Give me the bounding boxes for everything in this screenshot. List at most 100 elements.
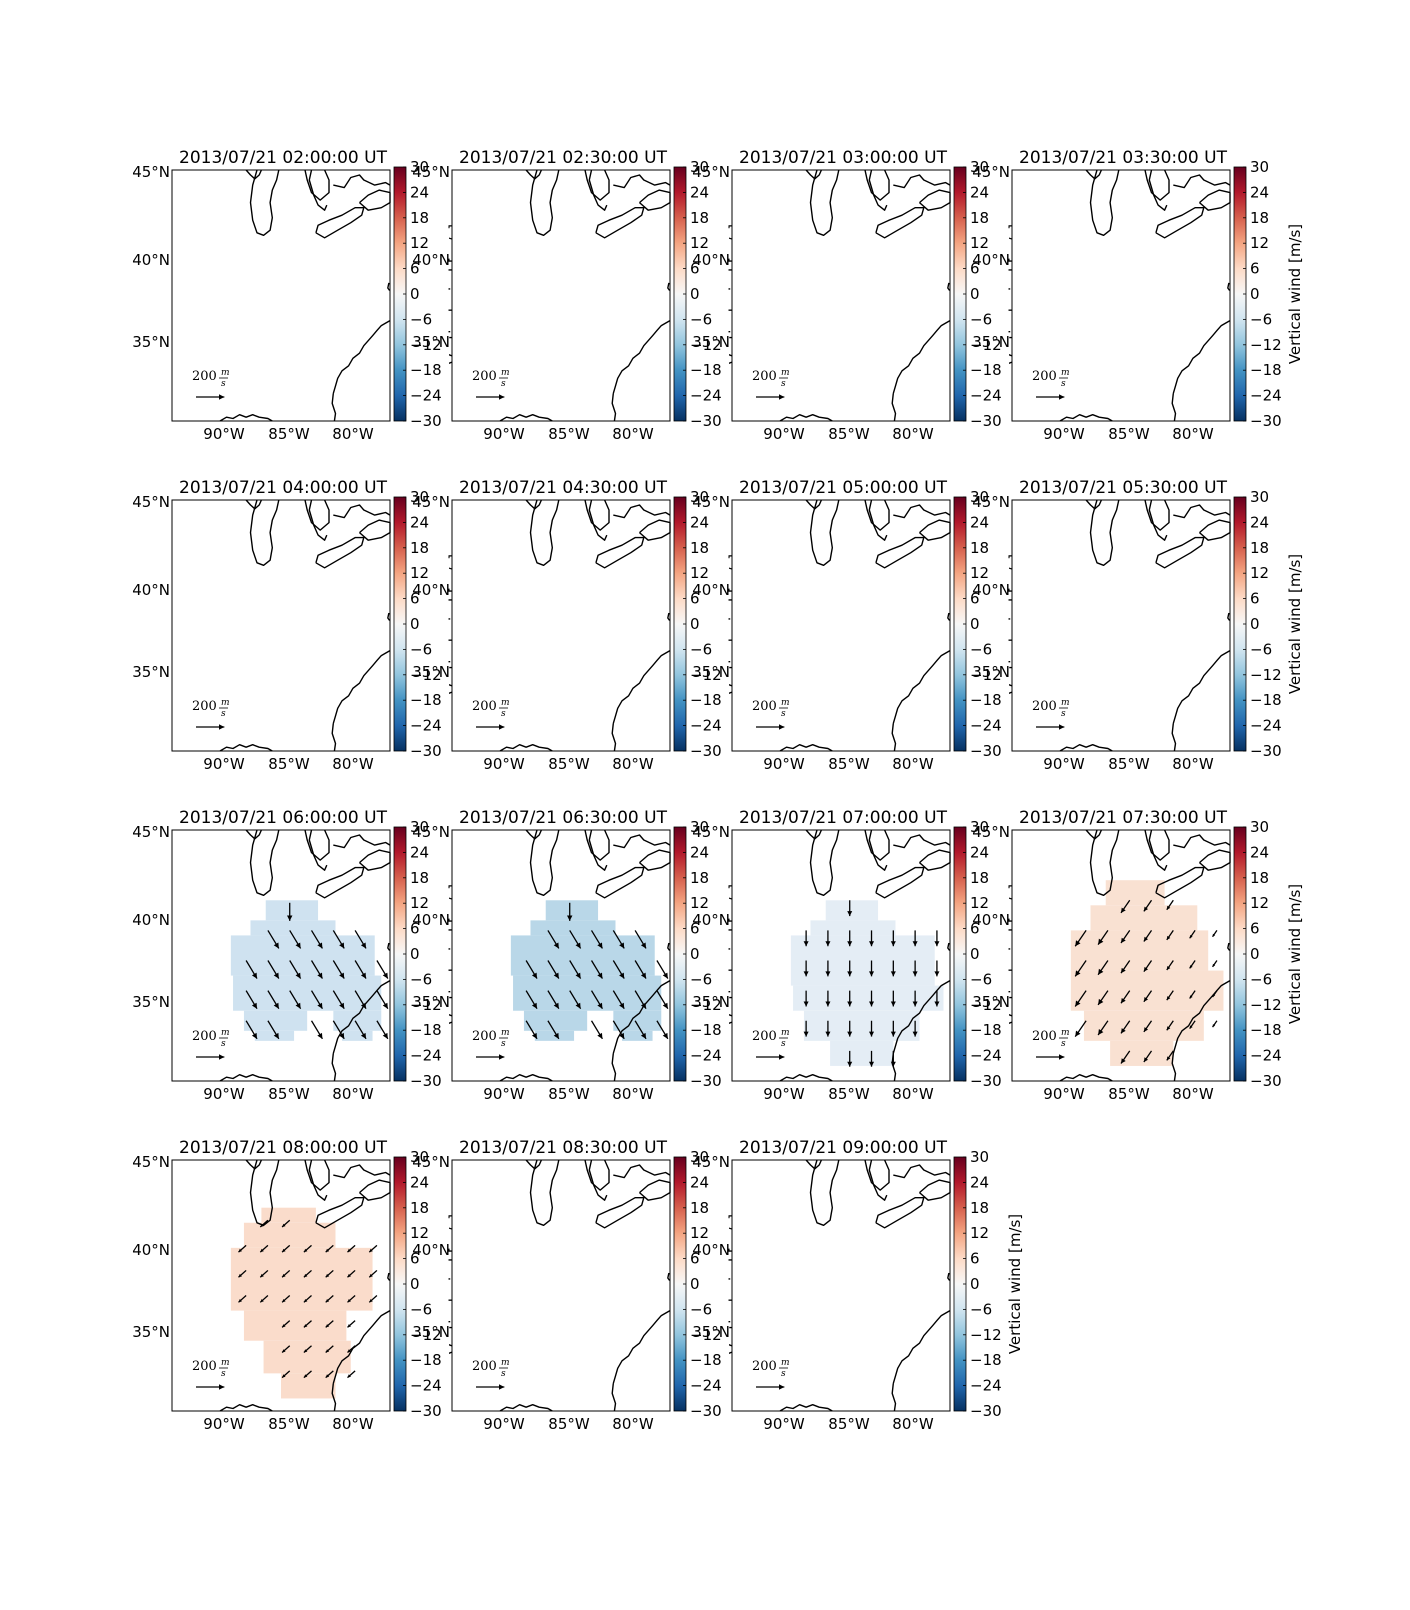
- quiver-key-value: 200: [752, 369, 777, 384]
- colorbar-tick-label: 6: [1250, 260, 1260, 278]
- wind-field: [230, 1207, 378, 1399]
- coastline: [529, 499, 560, 566]
- colorbar: 30 24 18 12 6 0 −6 −12 −18 −24 −30 Vertical wind [m…: [1233, 158, 1304, 430]
- colorbar-tick-label: 0: [690, 615, 700, 633]
- wind-vector: [912, 990, 918, 1007]
- wind-vector: [376, 960, 389, 979]
- coastline: [891, 723, 897, 752]
- wind-vector: [303, 1269, 312, 1278]
- coastline: [584, 499, 610, 531]
- wind-vector: [1120, 1020, 1131, 1034]
- lon-tick-label: 90°W: [763, 1085, 805, 1103]
- colorbar-tick-label: −18: [970, 691, 1002, 709]
- lon-tick-label: 90°W: [763, 755, 805, 773]
- quiver-key-unit-den: s: [501, 1039, 506, 1049]
- wind-vector: [245, 990, 258, 1010]
- map-panel: 2013/07/21 03:30:00 UT 200 ms 45°N 40°N 35°N 9…: [972, 148, 1304, 443]
- quiver-key-arrow: [476, 1054, 505, 1060]
- colorbar-tick-label: −24: [970, 717, 1002, 735]
- coastline: [611, 723, 617, 752]
- lon-tick-label: 80°W: [1172, 425, 1214, 443]
- wind-vector: [1074, 960, 1087, 977]
- colorbar-tick-label: 6: [410, 260, 420, 278]
- lon-tick-label: 85°W: [1108, 755, 1150, 773]
- coastline: [315, 866, 365, 899]
- wind-vector: [590, 1020, 603, 1040]
- coastline: [1148, 169, 1168, 211]
- wind-vector: [289, 960, 302, 979]
- colorbar-tick-label: −6: [690, 970, 712, 988]
- lon-tick-label: 80°W: [612, 755, 654, 773]
- coastline: [304, 1159, 330, 1191]
- coastline: [947, 612, 951, 621]
- wind-vector: [934, 960, 940, 977]
- map-frame: [731, 829, 951, 1082]
- lat-tick-label: 45°N: [692, 823, 730, 841]
- coastline: [947, 1272, 951, 1281]
- colorbar-tick-label: −12: [410, 1326, 442, 1344]
- quiver-key: 200 ms: [752, 368, 790, 400]
- panel-title: 2013/07/21 06:30:00 UT: [459, 808, 668, 828]
- wind-vector: [325, 1345, 334, 1354]
- colorbar-tick-label: 18: [970, 209, 989, 227]
- wind-field-cell: [1083, 1010, 1204, 1041]
- wind-vector: [890, 990, 896, 1007]
- quiver-key-value: 200: [1032, 699, 1057, 714]
- lon-tick-label: 85°W: [548, 1085, 590, 1103]
- colorbar-tick-label: 30: [410, 1148, 429, 1166]
- wind-vector: [347, 1295, 356, 1303]
- colorbar-tick-label: 30: [410, 818, 429, 836]
- wind-vector: [825, 960, 831, 977]
- lon-tick-label: 85°W: [1108, 425, 1150, 443]
- coastline: [331, 393, 337, 422]
- lon-tick-label: 80°W: [332, 425, 374, 443]
- quiver-key-unit-num: m: [1061, 698, 1070, 708]
- colorbar-tick-label: 18: [970, 869, 989, 887]
- colorbar-tick-label: −6: [970, 1300, 992, 1318]
- colorbar-tick-label: 6: [970, 1250, 980, 1268]
- lon-tick-label: 90°W: [763, 425, 805, 443]
- colorbar-tick-label: −30: [410, 1402, 442, 1420]
- wind-vector: [1097, 990, 1109, 1006]
- wind-vector: [1120, 899, 1131, 914]
- coastline: [308, 829, 328, 871]
- coastline: [249, 1159, 280, 1226]
- panel-title: 2013/07/21 07:30:00 UT: [1019, 808, 1228, 828]
- coastlines: [219, 499, 391, 752]
- coastline: [588, 829, 608, 871]
- coastline: [875, 866, 925, 899]
- map-panel: 2013/07/21 08:00:00 UT 200 ms 45°N 40°N 35°N 9…: [132, 1138, 464, 1433]
- coastline: [245, 829, 263, 840]
- coastline: [245, 499, 263, 510]
- wind-vector: [912, 960, 918, 977]
- coastlines: [1059, 499, 1231, 752]
- wind-field: [790, 900, 944, 1067]
- wind-vector: [281, 1269, 291, 1278]
- colorbar-tick-label: −30: [410, 1072, 442, 1090]
- coastlines: [499, 829, 671, 1082]
- wind-vector: [289, 990, 302, 1010]
- coastline: [805, 1159, 823, 1170]
- colorbar: 30 24 18 12 6 0 −6 −12 −18 −24 −30 Vertical wind [m…: [1233, 818, 1304, 1090]
- wind-vector: [1097, 1020, 1109, 1036]
- colorbar-tick-label: −30: [1250, 1072, 1282, 1090]
- colorbar-tick-label: −18: [970, 361, 1002, 379]
- lat-tick-label: 35°N: [412, 993, 450, 1011]
- coastline: [612, 1309, 671, 1384]
- colorbar-tick-label: 30: [970, 1148, 989, 1166]
- lon-tick-label: 80°W: [892, 425, 934, 443]
- colorbar-tick-label: −24: [410, 1377, 442, 1395]
- coastline: [1089, 829, 1120, 896]
- colorbar-tick-label: −12: [690, 336, 722, 354]
- coastline: [1227, 942, 1231, 951]
- colorbar-tick-label: 24: [970, 1173, 989, 1191]
- colorbar-tick-label: −12: [410, 996, 442, 1014]
- wind-field: [230, 900, 389, 1041]
- lon-tick-label: 80°W: [892, 1415, 934, 1433]
- coastlines: [219, 169, 391, 422]
- wind-vector: [354, 960, 367, 979]
- colorbar-tick-label: 18: [690, 539, 709, 557]
- quiver-key-arrow: [1036, 1054, 1065, 1060]
- colorbar-tick-label: 12: [970, 894, 989, 912]
- wind-vector: [525, 1020, 538, 1040]
